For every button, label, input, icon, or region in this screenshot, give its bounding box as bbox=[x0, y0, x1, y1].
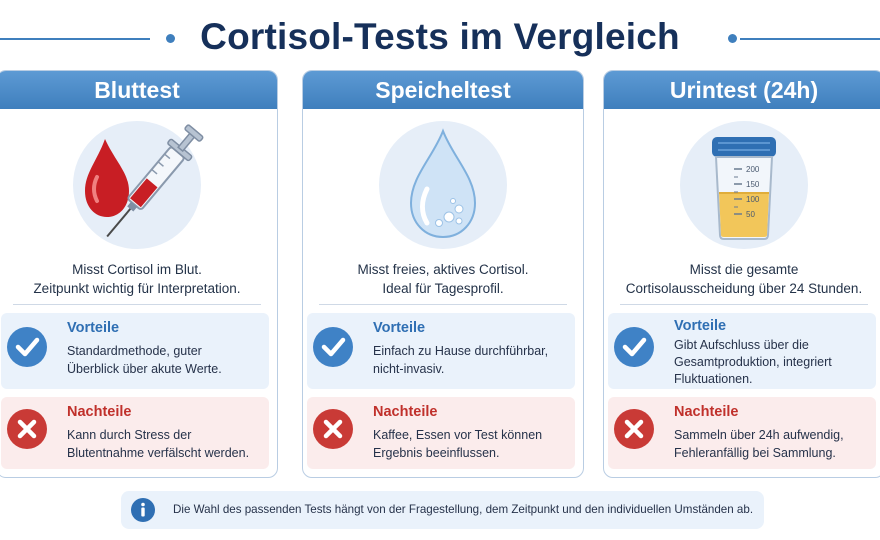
pros-title: Vorteile bbox=[674, 318, 727, 334]
cons-box: Nachteile Sammeln über 24h aufwendig, Fe… bbox=[608, 397, 876, 469]
cons-title: Nachteile bbox=[373, 404, 438, 420]
title-line-left bbox=[0, 38, 150, 40]
title-dot-right bbox=[728, 34, 737, 43]
divider bbox=[319, 304, 567, 305]
cons-title: Nachteile bbox=[674, 404, 739, 420]
info-banner: Die Wahl des passenden Tests hängt von d… bbox=[121, 491, 764, 529]
description-line: Ideal für Tagesprofil. bbox=[382, 281, 504, 296]
cons-line: Sammeln über 24h aufwendig, bbox=[674, 428, 844, 442]
page-title: Cortisol-Tests im Vergleich bbox=[200, 16, 680, 57]
pros-box: Vorteile Einfach zu Hause durchführbar, … bbox=[307, 313, 575, 389]
check-icon bbox=[614, 327, 654, 367]
cons-title: Nachteile bbox=[67, 404, 132, 420]
cons-text: Sammeln über 24h aufwendig, Fehleranfäll… bbox=[674, 426, 870, 462]
pros-box: Vorteile Standardmethode, guter Überblic… bbox=[1, 313, 269, 389]
title-line-right bbox=[740, 38, 880, 40]
description-line: Cortisolausscheidung über 24 Stunden. bbox=[625, 281, 863, 296]
pros-line: Gesamtproduktion, integriert bbox=[674, 355, 832, 369]
cup-scale-label: 200 bbox=[746, 165, 760, 174]
info-icon bbox=[131, 498, 155, 522]
divider bbox=[13, 304, 261, 305]
cons-box: Nachteile Kaffee, Essen vor Test können … bbox=[307, 397, 575, 469]
cons-text: Kann durch Stress der Blutentnahme verfä… bbox=[67, 426, 263, 462]
pros-box: Vorteile Gibt Aufschluss über die Gesamt… bbox=[608, 313, 876, 389]
check-icon bbox=[7, 327, 47, 367]
description-line: Misst die gesamte bbox=[689, 262, 799, 277]
pros-line: Gibt Aufschluss über die bbox=[674, 338, 809, 352]
title-row: Cortisol-Tests im Vergleich bbox=[0, 12, 880, 62]
card-speicheltest: Speicheltest Misst freies, aktives Corti… bbox=[302, 70, 584, 478]
cup-scale-label: 150 bbox=[746, 180, 760, 189]
pros-title: Vorteile bbox=[373, 320, 426, 336]
pros-line: Standardmethode, guter bbox=[67, 344, 202, 358]
x-icon bbox=[7, 409, 47, 449]
saliva-drop-icon bbox=[303, 117, 583, 253]
pros-text: Gibt Aufschluss über die Gesamtproduktio… bbox=[674, 337, 870, 388]
urine-cup-icon: 200 150 100 50 bbox=[604, 117, 880, 253]
card-description: Misst Cortisol im Blut. Zeitpunkt wichti… bbox=[0, 260, 277, 298]
card-urintest: Urintest (24h) 200 150 100 50 Misst die … bbox=[603, 70, 880, 478]
pros-title: Vorteile bbox=[67, 320, 120, 336]
title-dot-left bbox=[166, 34, 175, 43]
cons-text: Kaffee, Essen vor Test können Ergebnis b… bbox=[373, 426, 569, 462]
card-description: Misst die gesamte Cortisolausscheidung ü… bbox=[604, 260, 880, 298]
card-bluttest: Bluttest Misst Cortisol im Blut. Zeitpun… bbox=[0, 70, 278, 478]
pros-text: Standardmethode, guter Überblick über ak… bbox=[67, 342, 263, 378]
cons-line: Ergebnis beeinflussen. bbox=[373, 446, 500, 460]
pros-text: Einfach zu Hause durchführbar, nicht-inv… bbox=[373, 342, 569, 378]
description-line: Zeitpunkt wichtig für Interpretation. bbox=[33, 281, 241, 296]
x-icon bbox=[313, 409, 353, 449]
cons-line: Kaffee, Essen vor Test können bbox=[373, 428, 543, 442]
description-line: Misst freies, aktives Cortisol. bbox=[357, 262, 529, 277]
cons-box: Nachteile Kann durch Stress der Blutentn… bbox=[1, 397, 269, 469]
description-line: Misst Cortisol im Blut. bbox=[72, 262, 202, 277]
info-text: Die Wahl des passenden Tests hängt von d… bbox=[173, 503, 754, 516]
cons-line: Fehleranfällig bei Sammlung. bbox=[674, 446, 836, 460]
card-header: Urintest (24h) bbox=[604, 71, 880, 109]
cons-line: Blutentnahme verfälscht werden. bbox=[67, 446, 250, 460]
card-header: Speicheltest bbox=[303, 71, 583, 109]
blood-syringe-icon bbox=[0, 117, 277, 253]
pros-line: nicht-invasiv. bbox=[373, 362, 445, 376]
divider bbox=[620, 304, 868, 305]
cup-scale-label: 50 bbox=[746, 210, 755, 219]
card-header: Bluttest bbox=[0, 71, 277, 109]
pros-line: Überblick über akute Werte. bbox=[67, 362, 222, 376]
cup-scale-label: 100 bbox=[746, 195, 760, 204]
check-icon bbox=[313, 327, 353, 367]
x-icon bbox=[614, 409, 654, 449]
pros-line: Fluktuationen. bbox=[674, 372, 753, 386]
cons-line: Kann durch Stress der bbox=[67, 428, 192, 442]
pros-line: Einfach zu Hause durchführbar, bbox=[373, 344, 549, 358]
card-description: Misst freies, aktives Cortisol. Ideal fü… bbox=[303, 260, 583, 298]
